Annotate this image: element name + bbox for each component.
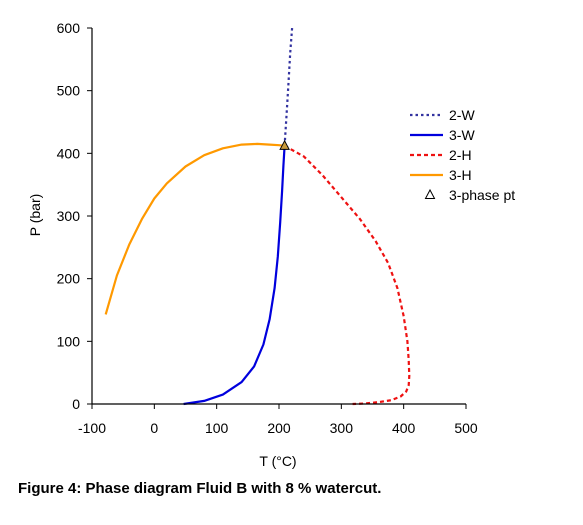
series-line-3-w <box>183 145 286 406</box>
y-tick-label: 500 <box>57 83 81 99</box>
legend-label: 3-H <box>449 167 472 183</box>
y-tick-label: 400 <box>57 145 81 161</box>
legend-label: 2-W <box>449 107 475 123</box>
x-tick-label: 100 <box>205 420 229 436</box>
x-axis-title: T (°C) <box>259 453 296 469</box>
legend-swatch <box>424 188 436 199</box>
y-tick-label: 200 <box>57 271 81 287</box>
legend-entry-3-h: 3-H <box>410 167 472 183</box>
plot-area <box>104 27 411 406</box>
series-line-2-h <box>284 144 411 406</box>
three-phase-point-marker <box>279 139 290 150</box>
y-tick-label: 0 <box>72 396 80 412</box>
axes: -100 0 100 200 300 400 500 0 100 200 300 400 500 600 <box>57 20 478 436</box>
legend-label: 3-phase pt <box>449 187 515 203</box>
phase-diagram-chart: -100 0 100 200 300 400 5000100200300400500600 … <box>27 20 515 469</box>
series-line-3-h <box>104 142 285 315</box>
figure-caption: Figure 4: Phase diagram Fluid B with 8 %… <box>18 480 382 497</box>
y-tick-label: 100 <box>57 333 81 349</box>
legend-label: 3-W <box>449 127 475 143</box>
x-tick-label: 200 <box>267 420 291 436</box>
x-tick-label: 500 <box>454 420 478 436</box>
legend: 2-W 3-W 2-H 3-H 3-phase pt <box>410 107 515 203</box>
legend-entry-2-w: 2-W <box>410 107 475 123</box>
y-tick-label: 600 <box>57 20 81 36</box>
legend-entry-3-phase-pt: 3-phase pt <box>424 187 515 203</box>
y-axis-title: P (bar) <box>27 194 43 237</box>
x-tick-label: 300 <box>330 420 354 436</box>
legend-entry-2-h: 2-H <box>410 147 472 163</box>
x-tick-label: 400 <box>392 420 416 436</box>
y-tick-label: 300 <box>57 208 81 224</box>
legend-entry-3-w: 3-W <box>410 127 475 143</box>
legend-label: 2-H <box>449 147 472 163</box>
x-tick-label: -100 <box>78 420 106 436</box>
x-tick-label: 0 <box>150 420 158 436</box>
series-line-2-w <box>283 27 294 146</box>
